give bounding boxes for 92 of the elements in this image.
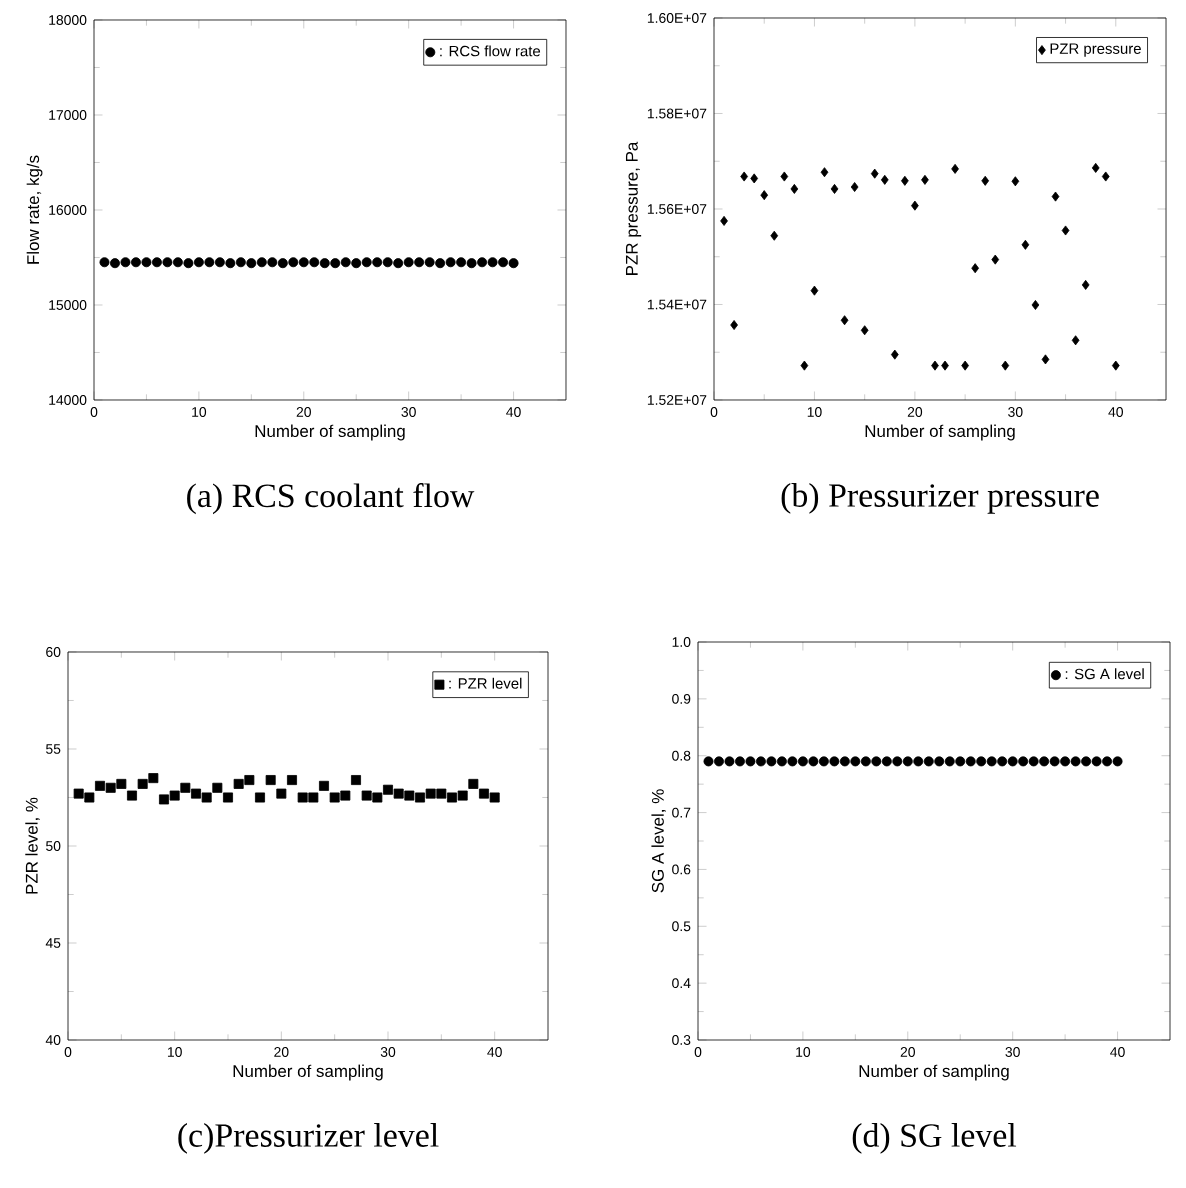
point [148,773,159,784]
point [870,168,879,179]
x-axis-title: Number of sampling [233,1064,383,1081]
point [393,788,404,799]
point [95,780,105,791]
point [850,182,859,193]
text: (b) Pressurizer pressure [781,483,1099,514]
point [1021,239,1030,250]
x-axis-title: Number of sampling [255,424,405,441]
point [880,174,889,185]
point [1061,225,1070,236]
point [921,174,929,185]
point [233,778,244,789]
point [790,183,799,194]
point [361,790,372,801]
x-axis-title: Number of sampling [865,424,1015,441]
point [308,792,319,803]
point [457,790,468,801]
point [372,792,383,803]
point [329,792,340,803]
point [84,792,95,803]
point [276,788,287,799]
point [1091,162,1100,173]
point [425,788,436,799]
text: (d) SG level [852,1123,1017,1154]
point [1041,354,1050,365]
point [1071,335,1080,346]
text: (a) RCS coolant flow [187,483,475,515]
y-axis-title: PZR pressure, Pa [625,141,642,275]
point [981,175,990,186]
point [750,173,759,184]
point [340,790,351,801]
point [191,788,201,799]
point [105,782,116,793]
point [169,790,180,801]
point [447,792,457,803]
point [720,215,728,226]
point [730,320,738,331]
x-axis-title: Number of sampling [859,1064,1009,1081]
point [820,167,829,178]
point [961,360,969,371]
point [319,780,329,791]
point [383,784,393,795]
point [127,790,137,801]
point [760,190,769,201]
point [840,315,849,326]
y-axis-title: Flow rate, kg/s [26,155,43,264]
point [116,778,127,789]
point [351,775,361,786]
point [1111,360,1120,371]
point [201,792,212,803]
point [223,792,233,803]
point [991,254,1000,265]
point [1081,279,1090,290]
point [770,230,779,241]
point [911,200,919,211]
point [297,792,308,803]
point [951,163,959,174]
point [1051,191,1060,202]
point [159,794,169,805]
point [830,183,839,194]
point [1001,360,1010,371]
point [180,782,191,793]
point [468,778,479,789]
point [800,360,809,371]
point [255,792,265,803]
point [941,360,949,371]
point [890,349,899,360]
point [137,778,148,789]
point [1011,176,1020,187]
point [287,775,297,786]
text: (c)Pressurizer level [178,1123,439,1154]
point [479,788,489,799]
point [901,175,909,186]
point [860,325,869,336]
point [489,792,500,803]
point [265,775,276,786]
y-axis-title: SG A level, % [651,789,666,893]
y-axis-title: PZR level, % [25,797,40,894]
point [780,171,789,182]
point [436,788,447,799]
point [810,285,819,296]
point [404,790,415,801]
point [415,792,425,803]
point [73,788,84,799]
point [1031,299,1040,310]
point [740,171,748,182]
point [212,782,223,793]
point [1101,171,1110,182]
point [971,263,979,274]
point [244,775,255,786]
point [931,360,939,371]
